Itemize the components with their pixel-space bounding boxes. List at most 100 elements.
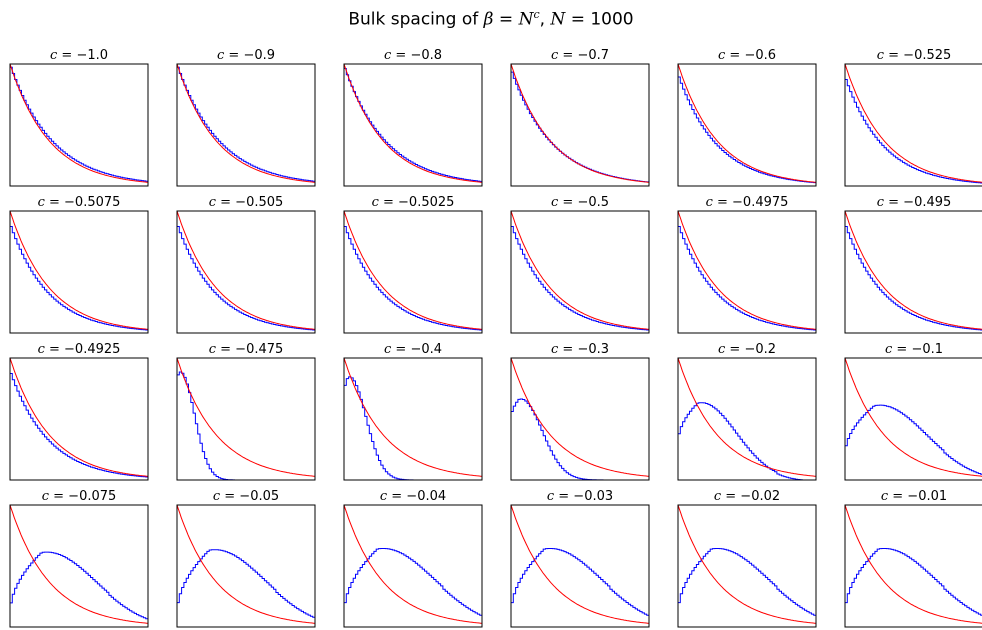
exponential-reference-series (344, 358, 482, 477)
subplot: c = −0.075 (9, 489, 149, 628)
subplot-title: c = −0.525 (877, 48, 952, 63)
axes-frame (176, 357, 316, 481)
axes-frame (176, 504, 316, 628)
subplot-title: c = −0.495 (877, 195, 952, 210)
exponential-reference-series (678, 211, 816, 330)
exponential-reference-series (344, 64, 482, 183)
axes-frame (343, 504, 483, 628)
title-n-value: = 1000 (565, 9, 634, 30)
histogram-series (678, 548, 816, 627)
subplot-title: c = −0.1 (885, 342, 943, 357)
subplot: c = −0.8 (343, 48, 483, 187)
exponential-reference-series (511, 64, 649, 183)
axes-frame (9, 210, 149, 334)
subplot: c = −0.3 (510, 342, 650, 481)
axes-frame (9, 504, 149, 628)
subplot: c = −1.0 (9, 48, 149, 187)
histogram-series (845, 404, 982, 480)
histogram-series (678, 76, 816, 186)
exponential-reference-series (845, 211, 982, 330)
subplot-title: c = −0.02 (714, 489, 780, 504)
axes-frame (9, 63, 149, 187)
histogram-series (511, 398, 649, 480)
exponential-reference-series (845, 64, 982, 183)
subplot: c = −0.5075 (9, 195, 149, 334)
axes-frame (844, 63, 982, 187)
subplot-title: c = −1.0 (50, 48, 108, 63)
title-N: N (518, 9, 534, 30)
axes-frame (677, 210, 817, 334)
histogram-series (511, 71, 649, 186)
axes-frame (9, 357, 149, 481)
axes-frame (677, 357, 817, 481)
subplot-title: c = −0.5025 (372, 195, 455, 210)
subplot: c = −0.02 (677, 489, 817, 628)
histogram-series (511, 548, 649, 627)
histogram-series (678, 226, 816, 333)
axes-frame (176, 63, 316, 187)
subplot: c = −0.525 (844, 48, 982, 187)
subplot-title: c = −0.03 (547, 489, 613, 504)
histogram-series (10, 373, 148, 480)
axes-frame (343, 210, 483, 334)
axes-frame (510, 504, 650, 628)
exponential-reference-series (10, 211, 148, 330)
exponential-reference-series (10, 505, 148, 624)
axes-frame (844, 357, 982, 481)
exponential-reference-series (511, 211, 649, 330)
subplot: c = −0.5 (510, 195, 650, 334)
axes-frame (677, 63, 817, 187)
axes-frame (510, 63, 650, 187)
subplot-title: c = −0.05 (213, 489, 279, 504)
subplot-title: c = −0.4925 (38, 342, 121, 357)
title-eq: = (493, 9, 519, 30)
title-suffix: , (539, 9, 551, 30)
subplot: c = −0.2 (677, 342, 817, 481)
subplot-title: c = −0.475 (209, 342, 284, 357)
subplot-title: c = −0.075 (42, 489, 117, 504)
histogram-series (10, 226, 148, 333)
exponential-reference-series (678, 505, 816, 624)
subplot-title: c = −0.01 (881, 489, 947, 504)
subplot: c = −0.4 (343, 342, 483, 481)
exponential-reference-series (177, 505, 315, 624)
histogram-series (344, 376, 482, 480)
subplot: c = −0.01 (844, 489, 982, 628)
subplot: c = −0.1 (844, 342, 982, 481)
histogram-series (344, 226, 482, 333)
subplot: c = −0.505 (176, 195, 316, 334)
histogram-series (845, 226, 982, 333)
histogram-series (177, 371, 315, 480)
histogram-series (511, 226, 649, 333)
axes-frame (844, 210, 982, 334)
subplot-title: c = −0.9 (217, 48, 275, 63)
exponential-reference-series (678, 64, 816, 183)
subplot: c = −0.04 (343, 489, 483, 628)
exponential-reference-series (678, 358, 816, 477)
title-exponent: c (533, 8, 540, 21)
exponential-reference-series (177, 358, 315, 477)
subplot-title: c = −0.6 (718, 48, 776, 63)
subplot-title: c = −0.4975 (706, 195, 789, 210)
subplot: c = −0.6 (677, 48, 817, 187)
histogram-series (344, 548, 482, 627)
axes-frame (677, 504, 817, 628)
exponential-reference-series (177, 211, 315, 330)
subplot: c = −0.495 (844, 195, 982, 334)
histogram-series (678, 402, 816, 480)
title-beta: β (483, 9, 494, 30)
histogram-series (344, 68, 482, 186)
subplot-title: c = −0.8 (384, 48, 442, 63)
subplot-title: c = −0.4 (384, 342, 442, 357)
subplot-title: c = −0.3 (551, 342, 609, 357)
axes-frame (176, 210, 316, 334)
exponential-reference-series (511, 505, 649, 624)
histogram-series (10, 66, 148, 186)
exponential-reference-series (177, 64, 315, 183)
exponential-reference-series (845, 505, 982, 624)
subplot: c = −0.475 (176, 342, 316, 481)
histogram-series (177, 66, 315, 186)
subplot-title: c = −0.7 (551, 48, 609, 63)
exponential-reference-series (344, 505, 482, 624)
